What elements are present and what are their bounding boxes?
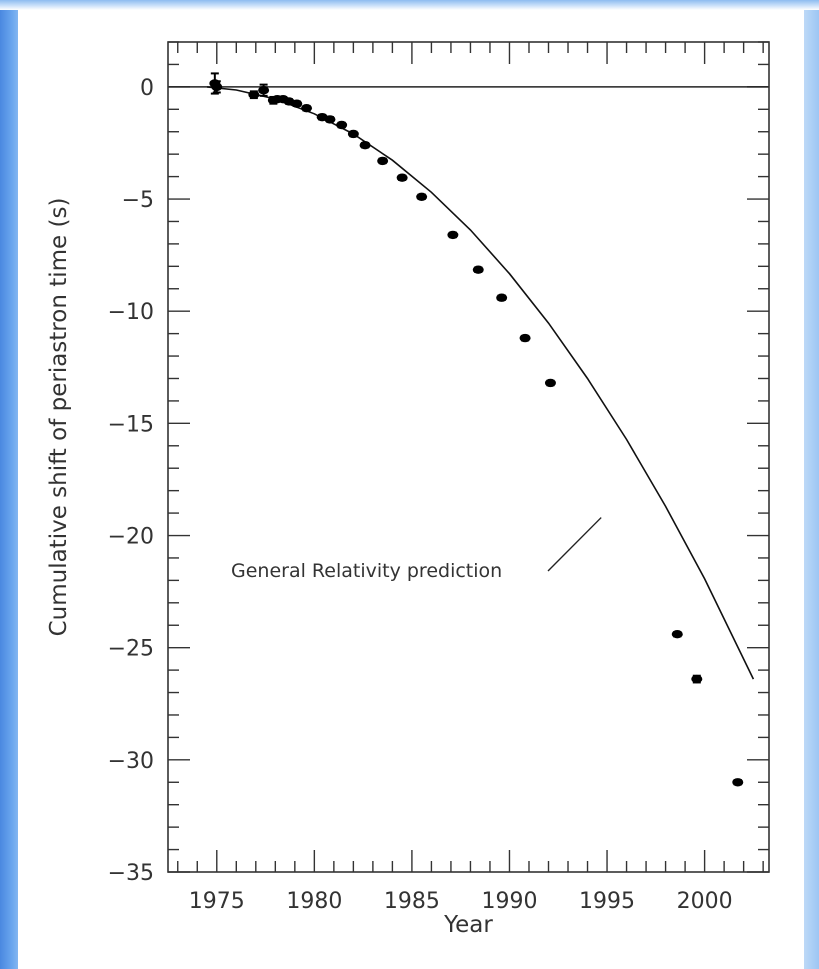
data-point <box>671 630 683 639</box>
data-point <box>258 86 270 95</box>
data-point <box>544 378 556 388</box>
data-point <box>248 90 260 99</box>
x-tick-label: 1980 <box>286 889 342 914</box>
data-point <box>211 82 223 92</box>
data-point <box>447 230 459 240</box>
y-tick-label: −35 <box>108 861 154 886</box>
data-point <box>347 129 359 139</box>
data-point <box>416 192 428 201</box>
y-tick-label: −15 <box>108 412 154 437</box>
y-tick-label: −10 <box>108 300 154 325</box>
data-point <box>396 173 408 182</box>
annotation-leader-line <box>547 517 602 572</box>
data-point <box>377 156 389 166</box>
data-point <box>732 778 744 787</box>
data-point <box>496 293 508 302</box>
y-tick-label: −30 <box>108 749 154 774</box>
x-tick-label: 1985 <box>384 889 440 914</box>
periastron-shift-chart: 1975 1980 1985 1990 1995 2000 0 −5 −10 −15 −20 −25 −… <box>46 41 770 938</box>
y-tick-label: −5 <box>122 188 154 213</box>
data-point <box>301 103 313 113</box>
top-band <box>0 0 819 10</box>
gr-prediction-curve <box>206 86 755 680</box>
chart-panel: 1975 1980 1985 1990 1995 2000 0 −5 −10 −15 −20 −25 −… <box>18 10 804 969</box>
gr-prediction-annotation: General Relativity prediction <box>231 560 502 582</box>
plot-frame <box>167 41 770 873</box>
data-point <box>291 99 303 108</box>
y-tick-label: −20 <box>108 525 154 550</box>
x-tick-label: 1975 <box>189 889 245 914</box>
data-point <box>336 120 348 130</box>
y-axis-label: Cumulative shift of periastron time (s) <box>46 198 72 637</box>
x-tick-label: 1990 <box>481 889 537 914</box>
x-tick-label: 1995 <box>579 889 635 914</box>
data-point <box>472 265 484 274</box>
data-point <box>359 140 371 150</box>
ticks-layer <box>168 41 769 873</box>
data-point <box>519 333 531 343</box>
tick-labels-layer: 1975 1980 1985 1990 1995 2000 0 −5 −10 −15 −20 −25 −… <box>108 76 733 914</box>
x-tick-label: 2000 <box>677 889 733 914</box>
x-axis-label: Year <box>443 912 493 938</box>
data-point <box>691 674 703 684</box>
y-tick-label: 0 <box>140 76 154 101</box>
data-point <box>324 115 336 124</box>
y-tick-label: −25 <box>108 637 154 662</box>
data-points-layer <box>209 72 744 787</box>
